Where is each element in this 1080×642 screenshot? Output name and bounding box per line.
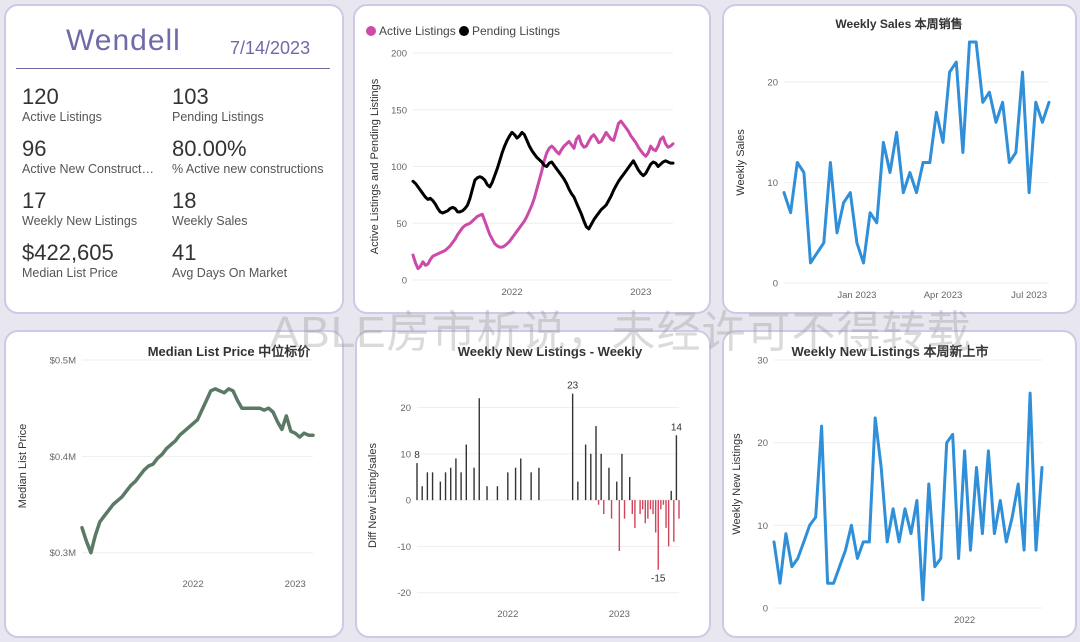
active-new-constructions-label: Active New Constructions xyxy=(22,162,156,176)
x-tick-label: 2022 xyxy=(954,615,975,626)
median-list-price-value: $422,605 xyxy=(22,240,114,265)
y-tick-label: $0.5M xyxy=(50,356,76,367)
x-tick-label: 2022 xyxy=(497,609,518,620)
series-line-weekly-new-listings xyxy=(772,391,1044,602)
weekly-sales-label: Weekly Sales xyxy=(172,214,248,228)
series-line-pending-listings xyxy=(411,130,675,231)
x-tick-label: 2023 xyxy=(609,609,630,620)
kpi-card: Wendell 7/14/2023 120 Active Listings 10… xyxy=(4,4,344,314)
series-line-active-listings xyxy=(411,119,675,271)
x-tick-label: 2023 xyxy=(285,579,306,590)
x-tick-label: 2023 xyxy=(630,287,651,298)
pct-new-constructions-label: % Active new constructions xyxy=(172,162,324,176)
y-tick-label: 0 xyxy=(763,604,768,615)
y-tick-label: 10 xyxy=(767,178,778,189)
y-tick-label: 30 xyxy=(757,356,768,367)
y-tick-label: 20 xyxy=(767,78,778,89)
series-line-median-list-price xyxy=(80,387,315,555)
y-axis-label: Median List Price xyxy=(17,424,29,508)
y-axis-label: Weekly Sales xyxy=(735,129,747,196)
y-tick-label: 100 xyxy=(391,162,407,173)
data-label: 23 xyxy=(567,381,579,392)
y-tick-label: -20 xyxy=(397,588,411,599)
pending-listings-value: 103 xyxy=(172,84,209,109)
x-tick-label: 2022 xyxy=(501,287,522,298)
y-axis-label: Diff New Listing/sales xyxy=(367,443,379,548)
y-tick-label: 10 xyxy=(757,521,768,532)
legend-label: Pending Listings xyxy=(472,24,560,38)
data-label: 14 xyxy=(671,422,683,433)
chart-title: Weekly New Listings 本周新上市 xyxy=(792,344,989,359)
y-axis-label: Weekly New Listings xyxy=(731,433,743,535)
y-tick-label: 0 xyxy=(773,279,778,290)
chart-title: Median List Price 中位标价 xyxy=(148,344,312,359)
x-tick-label: 2022 xyxy=(182,579,203,590)
pct-new-constructions-value: 80.00% xyxy=(172,136,247,161)
legend-marker-active-listings xyxy=(366,26,376,36)
median-price-chart-card: Median List Price 中位标价 Median List Price $… xyxy=(4,330,344,638)
data-label: -15 xyxy=(651,574,666,585)
avg-days-on-market-value: 41 xyxy=(172,240,197,265)
avg-days-on-market-label: Avg Days On Market xyxy=(172,266,288,280)
y-tick-label: 20 xyxy=(757,438,768,449)
new-listings-chart-card: Weekly New Listings 本周新上市 Weekly New List… xyxy=(722,330,1077,638)
active-pending-listings-chart: Active Listings Pending Listings Active Li… xyxy=(366,24,675,298)
city-title: Wendell xyxy=(66,24,181,57)
y-tick-label: 10 xyxy=(400,449,411,460)
diff-chart-card: Weekly New Listings - Weekly Diff New Lis… xyxy=(355,330,711,638)
y-tick-label: $0.4M xyxy=(50,452,76,463)
title-divider xyxy=(16,68,330,69)
x-tick-label: Jul 2023 xyxy=(1011,290,1047,301)
weekly-sales-value: 18 xyxy=(172,188,197,213)
y-tick-label: 0 xyxy=(402,276,407,287)
weekly-sales-chart: Weekly Sales 本周销售 Weekly Sales 0 10 20 Jan 20… xyxy=(735,16,1051,301)
legend-label: Active Listings xyxy=(379,24,456,38)
report-date: 7/14/2023 xyxy=(230,38,311,58)
x-tick-label: Apr 2023 xyxy=(924,290,963,301)
x-tick-label: Jan 2023 xyxy=(837,290,876,301)
chart-title: Weekly New Listings - Weekly xyxy=(458,344,643,359)
y-tick-label: 200 xyxy=(391,49,407,60)
y-tick-label: -10 xyxy=(397,542,411,553)
legend-marker-pending-listings xyxy=(459,26,469,36)
y-tick-label: 20 xyxy=(400,403,411,414)
median-list-price-chart: Median List Price 中位标价 Median List Price $… xyxy=(17,344,315,590)
weekly-diff-chart: Weekly New Listings - Weekly Diff New Lis… xyxy=(367,344,683,620)
listings-chart-card: Active Listings Pending Listings Active Li… xyxy=(353,4,711,314)
data-label: 8 xyxy=(414,450,420,461)
y-axis-label: Active Listings and Pending Listings xyxy=(369,78,381,254)
y-tick-label: $0.3M xyxy=(50,548,76,559)
series-line-weekly-sales xyxy=(782,40,1051,265)
pending-listings-label: Pending Listings xyxy=(172,110,264,124)
y-tick-label: 150 xyxy=(391,105,407,116)
active-listings-value: 120 xyxy=(22,84,59,109)
active-listings-label: Active Listings xyxy=(22,110,102,124)
chart-title: Weekly Sales 本周销售 xyxy=(835,16,962,31)
median-list-price-label: Median List Price xyxy=(22,266,118,280)
weekly-new-listings-chart: Weekly New Listings 本周新上市 Weekly New List… xyxy=(731,344,1044,626)
y-tick-label: 0 xyxy=(406,496,411,507)
y-tick-label: 50 xyxy=(396,219,407,230)
active-new-constructions-value: 96 xyxy=(22,136,47,161)
weekly-new-listings-value: 17 xyxy=(22,188,47,213)
weekly-sales-chart-card: Weekly Sales 本周销售 Weekly Sales 0 10 20 Jan 20… xyxy=(722,4,1077,314)
weekly-new-listings-label: Weekly New Listings xyxy=(22,214,138,228)
